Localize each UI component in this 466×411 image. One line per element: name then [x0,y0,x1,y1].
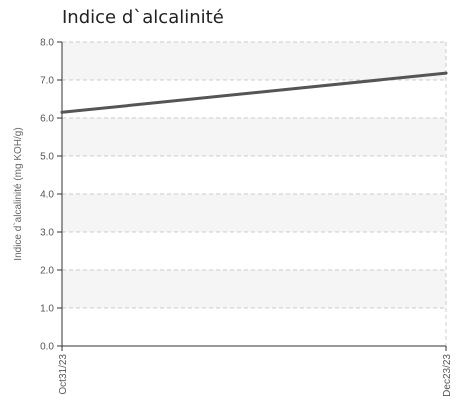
data-point [60,110,64,114]
y-tick-label: 0.0 [40,342,54,353]
plot-band [62,270,446,308]
y-tick-label: 7.0 [40,76,54,87]
x-tick-label: Dec23/23 [442,354,453,397]
y-tick-label: 6.0 [40,114,54,125]
y-tick-label: 1.0 [40,304,54,315]
x-tick-label: Oct31/23 [58,354,69,395]
y-tick-label: 2.0 [40,266,54,277]
plot-band [62,118,446,156]
y-axis-label: Indice d`alcalinité (mg KOH/g) [12,127,24,260]
y-tick-label: 4.0 [40,190,54,201]
chart-title: Indice d`alcalinité [62,7,224,28]
plot-band [62,42,446,80]
plot-band [62,194,446,232]
y-tick-label: 3.0 [40,228,54,239]
y-tick-label: 5.0 [40,152,54,163]
data-point [444,71,448,75]
y-tick-label: 8.0 [40,38,54,49]
series-line [60,71,448,114]
